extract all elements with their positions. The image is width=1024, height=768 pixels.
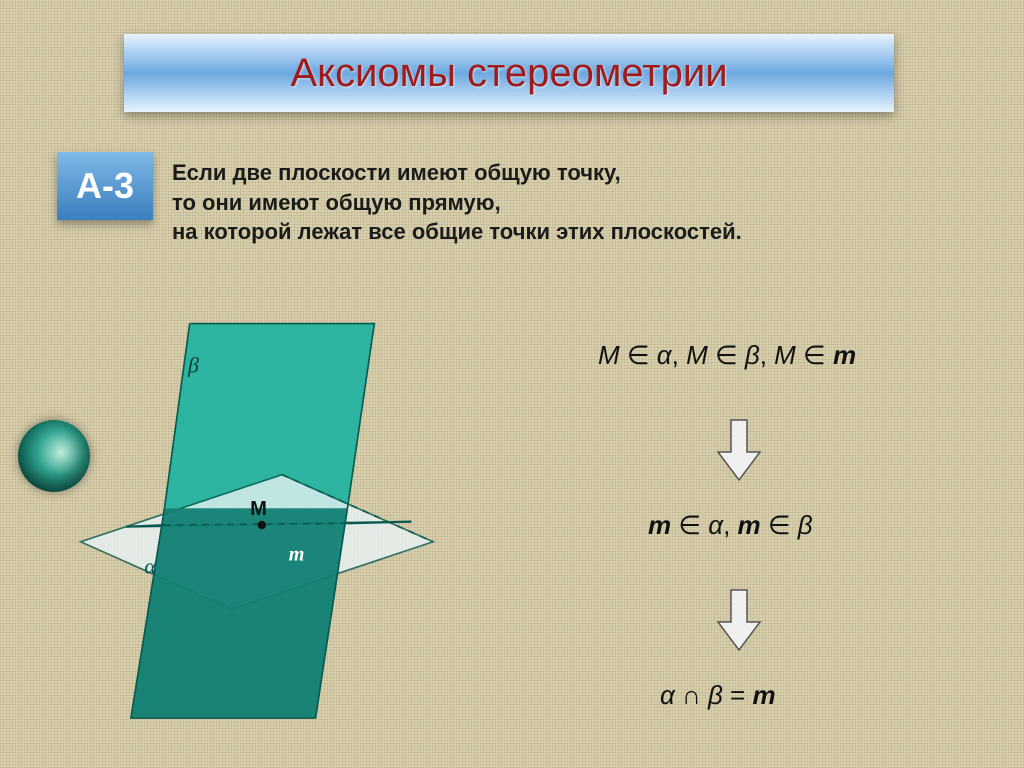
f1-m: m	[833, 340, 856, 370]
f1-in2: ∈	[708, 340, 745, 370]
f1-M1: M	[598, 340, 620, 370]
f2-c1: ,	[723, 510, 737, 540]
f3-cap: ∩	[675, 680, 708, 710]
f1-M3: M	[774, 340, 796, 370]
f3-m: m	[752, 680, 775, 710]
f2-m2: m	[738, 510, 761, 540]
formula-1: M ∈ α, M ∈ β, M ∈ m	[598, 340, 856, 371]
axiom-badge: А-3	[57, 152, 153, 220]
plane-beta-front	[131, 508, 348, 718]
f3-beta: β	[708, 680, 723, 710]
label-beta: β	[187, 353, 199, 377]
title-bar: Аксиомы стереометрии	[124, 34, 894, 112]
f1-alpha: α	[657, 340, 672, 370]
f1-in3: ∈	[796, 340, 833, 370]
f1-in1: ∈	[620, 340, 657, 370]
f2-in1: ∈	[671, 510, 708, 540]
point-M	[258, 521, 266, 529]
label-m: m	[289, 543, 305, 565]
axiom-line-1: Если две плоскости имеют общую точку,	[172, 158, 992, 188]
slide-title: Аксиомы стереометрии	[290, 51, 727, 96]
formula-3: α ∩ β = m	[660, 680, 776, 711]
axiom-line-3: на которой лежат все общие точки этих пл…	[172, 217, 992, 247]
axiom-line-2: то они имеют общую прямую,	[172, 188, 992, 218]
label-alpha: α	[144, 555, 156, 579]
f3-eq: =	[723, 680, 753, 710]
formula-2: m ∈ α, m ∈ β	[648, 510, 813, 541]
f2-m1: m	[648, 510, 671, 540]
f1-c1: ,	[672, 340, 686, 370]
f2-alpha: α	[708, 510, 723, 540]
axiom-badge-label: А-3	[76, 165, 134, 207]
f1-beta: β	[745, 340, 760, 370]
f2-beta: β	[798, 510, 813, 540]
f1-M2: M	[686, 340, 708, 370]
axiom-text: Если две плоскости имеют общую точку, то…	[172, 158, 992, 247]
arrow-2	[716, 588, 762, 657]
f3-alpha: α	[660, 680, 675, 710]
f2-in2: ∈	[761, 510, 798, 540]
f1-c2: ,	[760, 340, 774, 370]
slide-root: Аксиомы стереометрии А-3 Если две плоско…	[0, 0, 1024, 768]
arrow-1	[716, 418, 762, 487]
planes-diagram: β M m α	[26, 290, 496, 760]
label-M: M	[250, 498, 267, 520]
